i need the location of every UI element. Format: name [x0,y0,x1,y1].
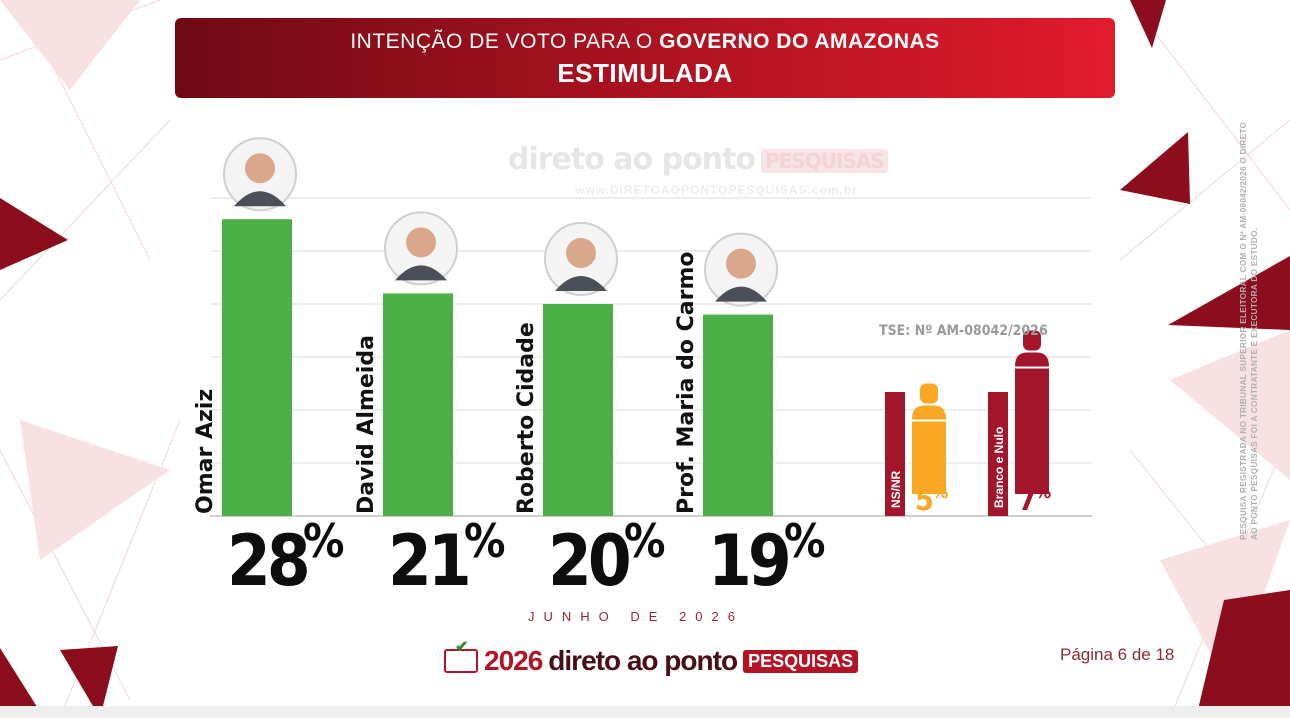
registration-note: PESQUISA REGISTRADA NO TRIBUNAL SUPERIOR… [1239,121,1259,540]
category-tag [885,392,905,516]
watermark-brand: direto ao ponto [508,142,756,177]
value-unit: % [464,514,505,568]
avatar-body [234,191,286,207]
person-body [912,421,946,494]
value-unit: % [784,514,825,568]
avatar-head [726,248,756,279]
bar [703,314,773,516]
value-unit: % [624,514,665,568]
value-label: 20 [548,520,629,602]
value-unit: % [303,514,344,568]
person-body [1015,368,1049,494]
category-name: Branco e Nulo [992,427,1006,508]
chart-subtitle: ESTIMULADA [557,58,733,88]
avatar-head [406,227,436,258]
ballot-box-icon [444,637,478,673]
value-unit: % [932,482,948,503]
candidate-name: Roberto Cidade [514,322,539,514]
chart-title: INTENÇÃO DE VOTO PARA O GOVERNO DO AMAZO… [175,30,1115,54]
value-label: 19 [708,520,788,602]
avatar-body [395,265,447,281]
value-label: 28 [227,520,307,602]
title-banner: INTENÇÃO DE VOTO PARA O GOVERNO DO AMAZO… [175,18,1115,98]
bar [543,304,613,516]
value-label: 7 [1018,483,1037,518]
title-prefix: INTENÇÃO DE VOTO PARA O [350,30,653,53]
value-unit: % [1035,482,1051,503]
avatar-body [555,276,607,291]
page-number: Página 6 de 18 [1060,645,1175,664]
candidate-name: Omar Aziz [193,389,218,514]
footer-brand: direto ao ponto [548,645,738,676]
person-head [1023,330,1041,351]
title-bold: GOVERNO DO AMAZONAS [659,30,940,53]
tse-registration: TSE: Nº AM-08042/2026 [879,323,1048,339]
footer-logo: 2026 direto ao ponto PESQUISAS [444,637,859,676]
person-head [920,383,938,404]
watermark-logo: direto ao ponto PESQUISAS [508,142,888,177]
bar [383,293,453,516]
footer-tag: PESQUISAS [743,649,859,673]
category-tag [988,392,1008,516]
candidate-name: David Almeida [354,335,379,514]
value-label: 5 [915,483,934,518]
avatar-body [715,286,767,302]
value-label: 21 [388,520,468,602]
category-name: NS/NR [889,470,903,508]
watermark-badge: PESQUISAS [761,148,888,173]
footer-year: 2026 [484,645,543,676]
watermark-url: www.DIRETOAOPONTOPESQUISAS.com.br [575,183,858,197]
candidate-avatar [384,211,458,286]
survey-date: JUNHO DE 2026 [528,609,744,624]
person-icon [912,383,946,494]
bar [222,219,292,516]
person-shoulders [912,405,946,420]
candidate-avatar [223,137,297,212]
person-icon [1015,330,1049,494]
candidate-name: Prof. Maria do Carmo [674,251,699,514]
person-shoulders [1015,352,1049,367]
candidate-avatar [544,222,618,296]
avatar-head [245,153,275,184]
candidate-avatar [704,232,778,307]
avatar-head [566,238,596,268]
